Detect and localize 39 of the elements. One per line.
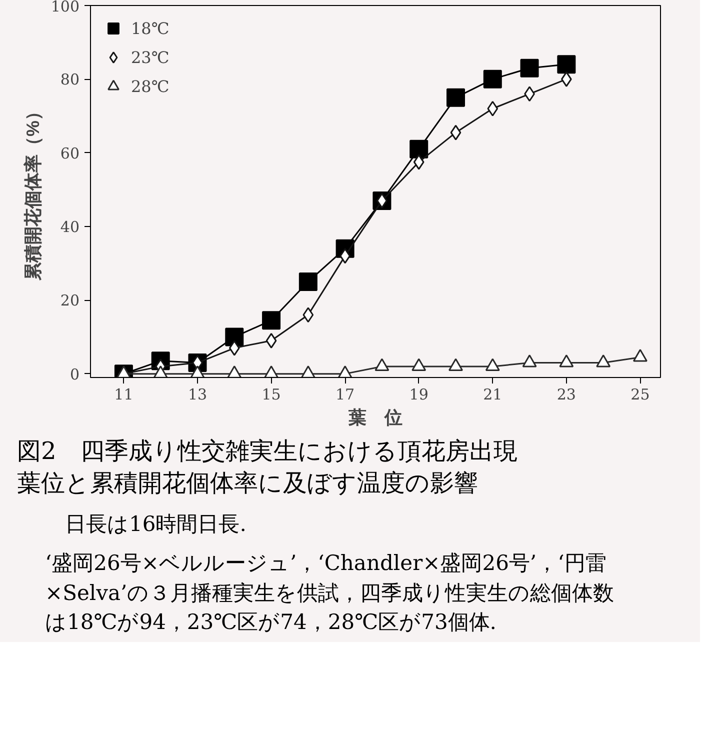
x-tick-label: 19 bbox=[409, 386, 428, 404]
x-tick-label: 25 bbox=[630, 386, 650, 404]
point bbox=[450, 124, 462, 140]
point bbox=[522, 354, 537, 368]
legend-label: 28℃ bbox=[131, 76, 170, 96]
legend-label: 23℃ bbox=[131, 48, 170, 66]
x-axis-title: 葉 位 bbox=[348, 408, 402, 428]
x-tick-label: 17 bbox=[336, 386, 355, 404]
x-tick-label: 23 bbox=[556, 386, 576, 404]
point bbox=[557, 55, 576, 74]
x-tick-label: 21 bbox=[483, 386, 502, 404]
x-tick-label: 13 bbox=[188, 386, 208, 404]
point bbox=[485, 358, 500, 371]
point bbox=[446, 88, 465, 107]
text: ‘盛岡26号×ベルルージュ’，‘Chandler×盛岡26号’，‘円雷×Selva’の３月播種実生を供試，四季成り性実生の総個体数は18℃が94，23℃区が74，28℃区が73個体. bbox=[45, 550, 616, 636]
x-tick-label: 11 bbox=[114, 386, 134, 404]
legend-label: 18℃ bbox=[131, 18, 170, 38]
x-tick-label: 15 bbox=[262, 386, 281, 404]
y-tick-label: 60 bbox=[60, 144, 80, 162]
y-tick-label: 100 bbox=[50, 0, 80, 16]
point bbox=[448, 358, 463, 371]
text: 図2 四季成り性交雑実生における頂花房出現葉位と累積開花個体率に及ぼす温度の影響 bbox=[17, 436, 518, 500]
point bbox=[632, 348, 648, 362]
point bbox=[487, 100, 498, 116]
y-tick-label: 80 bbox=[60, 70, 80, 89]
point bbox=[410, 140, 428, 158]
y-tick-label: 40 bbox=[60, 218, 80, 236]
point bbox=[374, 358, 390, 371]
point bbox=[412, 358, 426, 371]
y-tick-label: 0 bbox=[70, 365, 80, 384]
point bbox=[413, 154, 424, 170]
point bbox=[483, 70, 502, 88]
point bbox=[596, 354, 611, 368]
point bbox=[520, 58, 539, 78]
point bbox=[298, 272, 318, 291]
text: 日長は16時間日長. bbox=[65, 510, 246, 538]
y-tick-label: 20 bbox=[60, 292, 80, 310]
point bbox=[559, 354, 574, 368]
y-axis-title: 累積開花個体率（%） bbox=[22, 102, 43, 282]
